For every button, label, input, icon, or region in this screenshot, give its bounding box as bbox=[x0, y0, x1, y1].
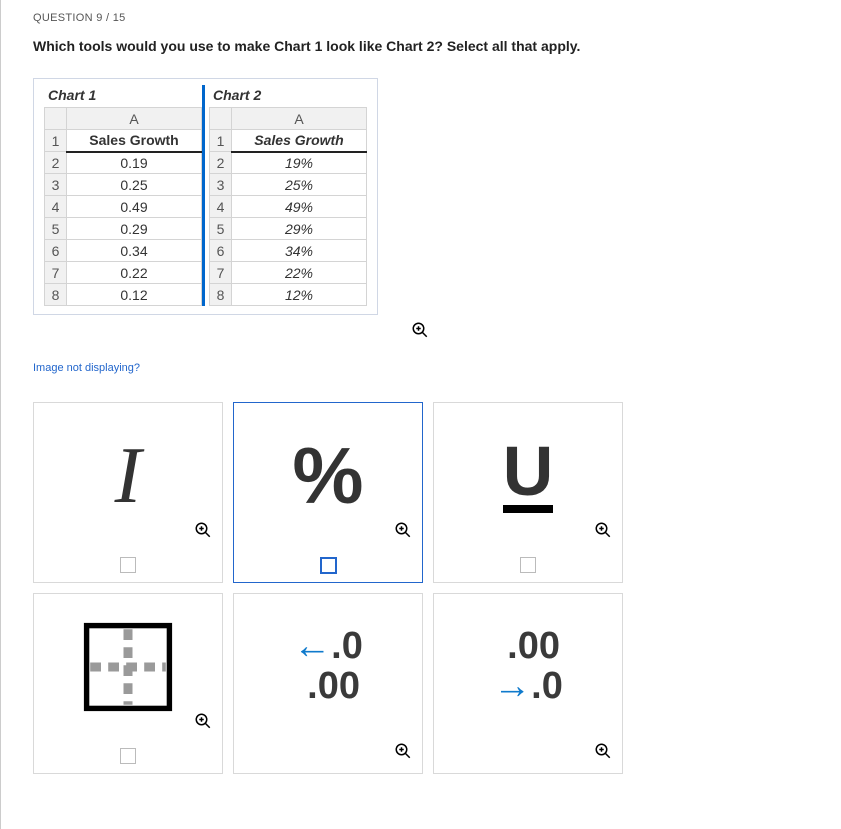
checkbox[interactable] bbox=[520, 557, 536, 573]
checkbox[interactable] bbox=[120, 748, 136, 764]
option-checkbox-wrap bbox=[34, 548, 222, 582]
zoom-in-icon[interactable] bbox=[411, 321, 429, 344]
question-text: Which tools would you use to make Chart … bbox=[33, 38, 809, 54]
option-percent[interactable]: % bbox=[233, 402, 423, 583]
chart2-title: Chart 2 bbox=[209, 85, 367, 107]
chart2-panel: Chart 2 A 1Sales Growth 219% 325% 449% 5… bbox=[209, 85, 367, 306]
zoom-in-icon[interactable] bbox=[594, 521, 612, 544]
option-checkbox-wrap bbox=[234, 548, 422, 582]
zoom-in-icon[interactable] bbox=[394, 521, 412, 544]
chart1-table: A 1Sales Growth 20.19 30.25 40.49 50.29 … bbox=[44, 107, 202, 306]
chart1-header: Sales Growth bbox=[67, 130, 202, 152]
option-borders[interactable] bbox=[33, 593, 223, 774]
zoom-in-icon[interactable] bbox=[194, 712, 212, 735]
chart2-table: A 1Sales Growth 219% 325% 449% 529% 634%… bbox=[209, 107, 367, 306]
charts-figure: Chart 1 A 1Sales Growth 20.19 30.25 40.4… bbox=[33, 78, 378, 315]
quiz-page: QUESTION 9 / 15 Which tools would you us… bbox=[0, 0, 841, 829]
increase-decimal-icon: .00 →.0 bbox=[434, 594, 622, 739]
option-checkbox-wrap bbox=[434, 548, 622, 582]
question-counter: QUESTION 9 / 15 bbox=[33, 12, 809, 24]
chart-divider bbox=[202, 85, 205, 306]
figure-zoom-row bbox=[33, 321, 429, 344]
option-underline[interactable]: U bbox=[433, 402, 623, 583]
option-italic[interactable]: I bbox=[33, 402, 223, 583]
option-decrease-decimal[interactable]: ←.0 .00 bbox=[233, 593, 423, 774]
answer-options: I % U bbox=[33, 402, 809, 774]
chart1-panel: Chart 1 A 1Sales Growth 20.19 30.25 40.4… bbox=[44, 85, 202, 306]
option-increase-decimal[interactable]: .00 →.0 bbox=[433, 593, 623, 774]
chart1-col-letter: A bbox=[67, 108, 202, 130]
checkbox[interactable] bbox=[320, 557, 337, 574]
chart2-col-letter: A bbox=[232, 108, 367, 130]
zoom-in-icon[interactable] bbox=[394, 742, 412, 765]
decrease-decimal-icon: ←.0 .00 bbox=[234, 594, 422, 739]
chart2-header: Sales Growth bbox=[232, 130, 367, 152]
zoom-in-icon[interactable] bbox=[194, 521, 212, 544]
image-not-displaying-link[interactable]: Image not displaying? bbox=[33, 362, 140, 374]
zoom-in-icon[interactable] bbox=[594, 742, 612, 765]
option-checkbox-wrap bbox=[34, 739, 222, 773]
checkbox[interactable] bbox=[120, 557, 136, 573]
chart1-title: Chart 1 bbox=[44, 85, 202, 107]
